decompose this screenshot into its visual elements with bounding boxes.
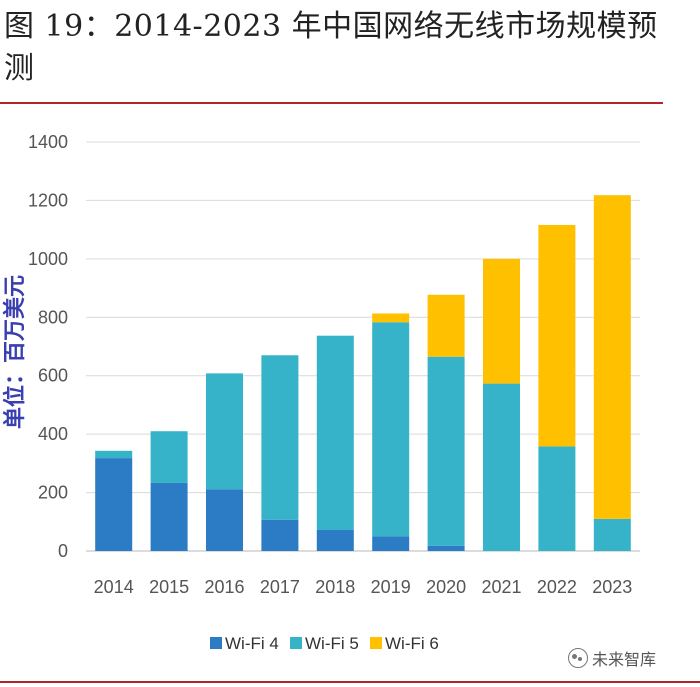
bar-segment-wi-fi-5-2017 xyxy=(261,355,299,520)
y-tick-label: 400 xyxy=(38,424,68,444)
x-tick-labels: 2014 2015 2016 2017 2018 2019 2020 2021 2022 2023 xyxy=(94,577,633,597)
x-tick-label: 2016 xyxy=(204,577,244,597)
bar-segment-wi-fi-5-2016 xyxy=(206,373,243,490)
legend-swatch xyxy=(210,637,222,649)
watermark-text: 未来智库 xyxy=(592,650,657,669)
y-tick-label: 800 xyxy=(38,307,68,327)
legend-swatch xyxy=(370,637,382,649)
bottom-divider xyxy=(0,681,700,683)
bar-segment-wi-fi-4-2017 xyxy=(261,519,299,551)
y-tick-labels: 0 200 400 600 800 1000 1200 1400 xyxy=(28,132,68,561)
y-tick-label: 1200 xyxy=(28,190,68,210)
y-axis-title: 单位：百万美元 xyxy=(2,275,28,429)
bar-segment-wi-fi-5-2015 xyxy=(150,431,188,483)
bar-segment-wi-fi-5-2018 xyxy=(316,335,354,530)
legend-label: Wi-Fi 4 xyxy=(225,634,279,653)
y-tick-label: 200 xyxy=(38,483,68,503)
legend-label: Wi-Fi 5 xyxy=(305,634,359,653)
bar-segment-wi-fi-6-2020 xyxy=(427,294,465,357)
bar-segment-wi-fi-5-2021 xyxy=(483,383,520,551)
x-tick-label: 2020 xyxy=(426,577,466,597)
title-divider xyxy=(0,102,663,104)
bar-segment-wi-fi-4-2019 xyxy=(372,536,410,551)
bar-segment-wi-fi-5-2020 xyxy=(427,356,465,546)
x-tick-label: 2014 xyxy=(94,577,134,597)
y-tick-label: 1400 xyxy=(28,132,68,152)
bar-segment-wi-fi-4-2014 xyxy=(95,458,133,551)
x-tick-label: 2022 xyxy=(537,577,577,597)
legend: Wi-Fi 4 Wi-Fi 5 Wi-Fi 6 xyxy=(210,634,439,653)
bar-segment-wi-fi-5-2023 xyxy=(593,518,631,551)
x-tick-label: 2019 xyxy=(371,577,411,597)
bar-segment-wi-fi-6-2023 xyxy=(593,195,631,519)
bar-segment-wi-fi-4-2015 xyxy=(150,482,188,551)
y-tick-label: 1000 xyxy=(28,249,68,269)
x-tick-label: 2021 xyxy=(481,577,521,597)
x-tick-label: 2018 xyxy=(315,577,355,597)
y-tick-label: 600 xyxy=(38,366,68,386)
bar-segment-wi-fi-4-2018 xyxy=(316,529,354,551)
watermark: 未来智库 xyxy=(568,646,656,670)
bar-segment-wi-fi-5-2014 xyxy=(95,450,133,459)
x-tick-label: 2015 xyxy=(149,577,189,597)
x-tick-label: 2023 xyxy=(592,577,632,597)
bar-segment-wi-fi-6-2019 xyxy=(372,313,410,323)
bar-segment-wi-fi-4-2016 xyxy=(206,489,243,551)
bar-segment-wi-fi-5-2019 xyxy=(372,322,410,537)
bar-segment-wi-fi-5-2022 xyxy=(538,446,576,551)
bar-segment-wi-fi-6-2022 xyxy=(538,224,576,447)
y-tick-label: 0 xyxy=(58,541,68,561)
wechat-icon xyxy=(568,648,588,668)
bars xyxy=(95,195,631,551)
x-tick-label: 2017 xyxy=(260,577,300,597)
legend-swatch xyxy=(290,637,302,649)
bar-segment-wi-fi-6-2021 xyxy=(483,258,520,384)
bar-segment-wi-fi-4-2020 xyxy=(427,545,465,551)
legend-label: Wi-Fi 6 xyxy=(385,634,439,653)
figure-title: 图 19：2014-2023 年中国网络无线市场规模预测 xyxy=(4,9,658,86)
